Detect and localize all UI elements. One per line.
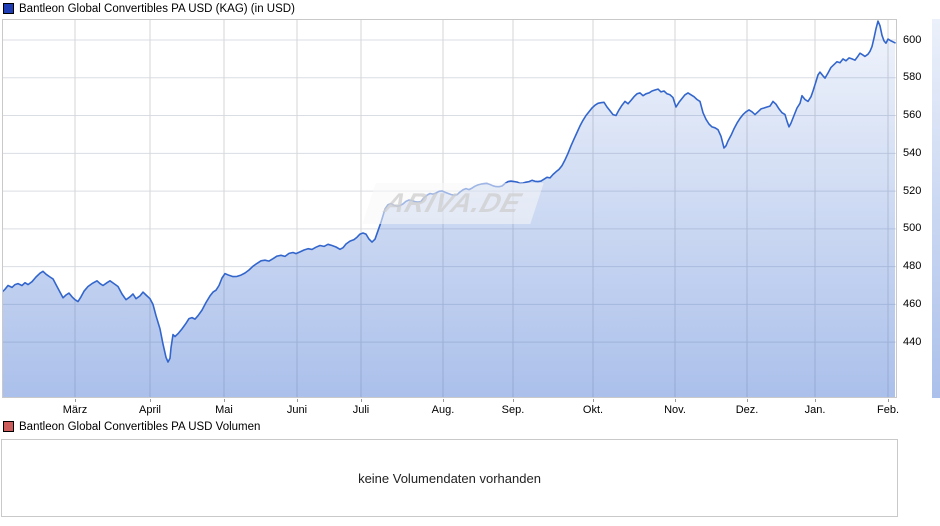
price-plot-area: ARIVA.DE: [2, 19, 897, 398]
price-legend: Bantleon Global Convertibles PA USD (KAG…: [3, 2, 295, 15]
x-tick-label: Dez.: [735, 404, 759, 416]
watermark: ARIVA.DE: [362, 183, 544, 224]
y-tick-label: 460: [903, 297, 922, 310]
x-tick-mark: [443, 399, 444, 402]
x-tick-label: Feb.: [876, 404, 899, 416]
x-tick-mark: [675, 399, 676, 402]
volume-legend: Bantleon Global Convertibles PA USD Volu…: [3, 420, 260, 433]
volume-legend-swatch-icon: [3, 421, 14, 432]
x-tick-mark: [75, 399, 76, 402]
y-tick-label: 600: [903, 33, 922, 46]
y-tick-label: 560: [903, 109, 922, 122]
volume-plot-area: keine Volumendaten vorhanden: [1, 439, 898, 517]
x-tick-mark: [150, 399, 151, 402]
volume-legend-label: Bantleon Global Convertibles PA USD Volu…: [19, 420, 261, 433]
price-legend-label: Bantleon Global Convertibles PA USD (KAG…: [19, 2, 295, 15]
x-tick-mark: [593, 399, 594, 402]
x-tick-label: Okt.: [582, 404, 604, 416]
x-tick-mark: [815, 399, 816, 402]
volume-empty-message: keine Volumendaten vorhanden: [358, 470, 541, 486]
x-tick-label: Sep.: [501, 404, 525, 416]
price-legend-swatch-icon: [3, 3, 14, 14]
x-tick-label: März: [62, 404, 88, 416]
x-tick-label: Juni: [286, 404, 308, 416]
x-tick-mark: [513, 399, 514, 402]
x-tick-mark: [361, 399, 362, 402]
x-tick-mark: [888, 399, 889, 402]
x-tick-label: April: [138, 404, 161, 416]
y-tick-label: 500: [903, 222, 922, 235]
x-tick-label: Juli: [352, 404, 370, 416]
x-tick-label: Jan.: [804, 404, 826, 416]
x-tick-label: Mai: [215, 404, 233, 416]
y-tick-label: 580: [903, 71, 922, 84]
x-tick-mark: [297, 399, 298, 402]
x-tick-label: Aug.: [431, 404, 455, 416]
y-tick-label: 540: [903, 146, 922, 159]
right-edge-strip: [932, 19, 940, 398]
x-tick-mark: [747, 399, 748, 402]
y-tick-label: 520: [903, 184, 922, 197]
y-tick-label: 440: [903, 335, 922, 348]
x-tick-label: Nov.: [664, 404, 686, 416]
y-tick-label: 480: [903, 260, 922, 273]
x-tick-mark: [224, 399, 225, 402]
